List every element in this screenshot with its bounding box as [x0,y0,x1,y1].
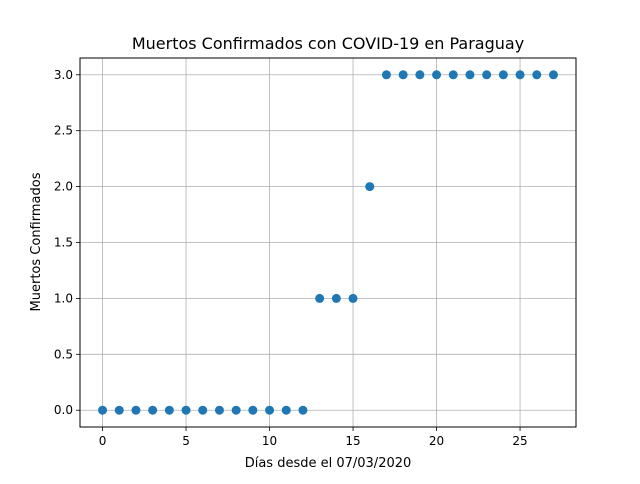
data-point [231,405,241,415]
x-tick-label: 5 [182,434,190,448]
x-tick-label: 15 [345,434,360,448]
data-points [98,70,558,415]
data-point [415,70,425,80]
x-tick-label: 0 [99,434,107,448]
data-point [381,70,391,80]
y-tick-label: 0.5 [54,347,73,361]
data-point [398,70,408,80]
y-tick-label: 2.5 [54,124,73,138]
data-point [114,405,124,415]
y-tick-label: 3.0 [54,68,73,82]
x-axis-ticks: 0 5 10 15 20 25 [99,427,528,448]
data-point [365,182,375,192]
data-point [448,70,458,80]
y-axis-label: Muertos Confirmados [29,172,44,311]
y-tick-label: 2.0 [54,180,73,194]
data-point [281,405,291,415]
data-point [331,293,341,303]
x-tick-label: 10 [262,434,277,448]
data-point [98,405,108,415]
data-point [482,70,492,80]
data-point [148,405,158,415]
data-point [515,70,525,80]
data-point [248,405,258,415]
data-point [164,405,174,415]
y-axis-ticks: 0.0 0.5 1.0 1.5 2.0 2.5 3.0 [54,68,80,417]
data-point [214,405,224,415]
x-tick-label: 20 [429,434,444,448]
data-point [181,405,191,415]
y-tick-label: 1.5 [54,236,73,250]
chart-title: Muertos Confirmados con COVID-19 en Para… [132,34,524,53]
data-point [315,293,325,303]
data-point [298,405,308,415]
y-tick-label: 0.0 [54,403,73,417]
x-axis-label: Días desde el 07/03/2020 [245,456,412,471]
data-point [348,293,358,303]
data-point [432,70,442,80]
data-point [465,70,475,80]
data-point [131,405,141,415]
y-tick-label: 1.0 [54,291,73,305]
data-point [548,70,558,80]
data-point [198,405,208,415]
data-point [498,70,508,80]
data-point [265,405,275,415]
grid [80,58,576,427]
x-tick-label: 25 [512,434,527,448]
data-point [532,70,542,80]
